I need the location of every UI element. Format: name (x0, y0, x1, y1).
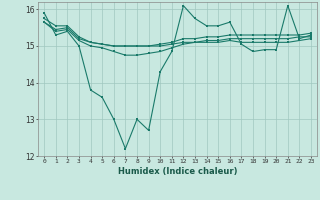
X-axis label: Humidex (Indice chaleur): Humidex (Indice chaleur) (118, 167, 237, 176)
